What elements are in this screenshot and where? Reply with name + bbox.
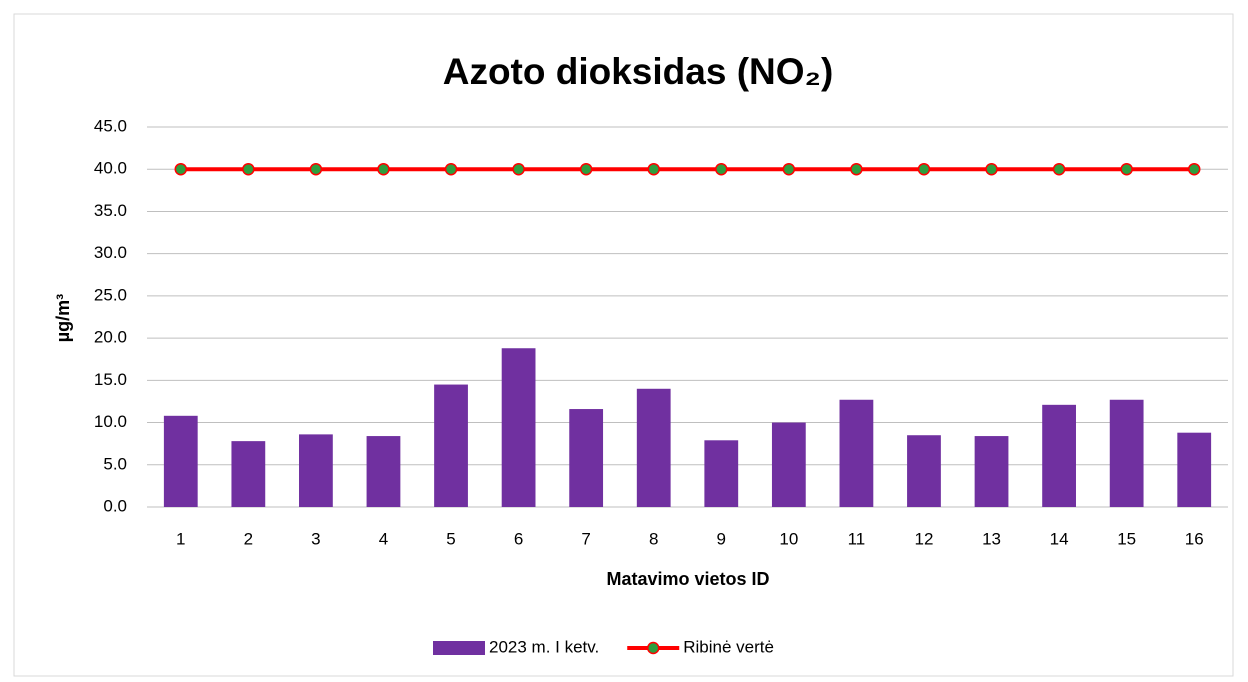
bar — [163, 415, 198, 507]
x-tick-label: 16 — [1185, 529, 1204, 548]
bar — [501, 348, 536, 507]
y-tick-label: 25.0 — [94, 285, 127, 304]
legend-swatch — [433, 641, 485, 655]
line-marker — [1187, 162, 1201, 176]
line-marker — [1052, 162, 1066, 176]
bar — [434, 384, 468, 507]
x-tick-label: 9 — [717, 529, 726, 548]
bar — [1109, 399, 1144, 507]
chart-frame — [13, 13, 1234, 677]
line-marker — [917, 162, 931, 176]
y-tick-label: 0.0 — [103, 496, 127, 515]
x-tick-label: 12 — [915, 529, 934, 548]
y-tick-label: 40.0 — [94, 159, 127, 178]
y-tick-label: 10.0 — [94, 412, 127, 431]
line-marker — [174, 162, 188, 176]
y-tick-label: 45.0 — [94, 116, 127, 135]
y-tick-label: 30.0 — [94, 243, 127, 262]
x-tick-label: 4 — [379, 529, 388, 548]
line-marker — [647, 162, 660, 176]
y-axis-label: µg/m³ — [53, 294, 73, 342]
line-marker — [512, 162, 525, 176]
bar — [704, 440, 739, 507]
y-tick-label: 35.0 — [94, 201, 127, 220]
bar — [1177, 432, 1212, 507]
line-marker — [242, 162, 255, 176]
x-tick-label: 5 — [446, 529, 455, 548]
x-tick-label: 2 — [244, 529, 253, 548]
x-tick-label: 15 — [1117, 529, 1136, 548]
y-tick-label: 20.0 — [94, 328, 127, 347]
bar — [366, 436, 401, 507]
bar — [907, 435, 941, 507]
legend-marker — [646, 641, 660, 655]
x-tick-label: 6 — [514, 529, 523, 548]
x-tick-label: 8 — [649, 529, 658, 548]
line-marker — [309, 162, 323, 176]
x-tick-label: 13 — [982, 529, 1001, 548]
x-tick-label: 14 — [1050, 529, 1069, 548]
x-tick-label: 3 — [311, 529, 320, 548]
x-tick-label: 10 — [779, 529, 798, 548]
bar — [299, 434, 333, 507]
bar — [974, 436, 1009, 507]
y-tick-label: 15.0 — [94, 370, 127, 389]
line-marker — [444, 162, 458, 176]
y-tick-label: 5.0 — [103, 454, 127, 473]
bar — [569, 409, 604, 507]
line-marker — [985, 162, 998, 176]
x-tick-label: 11 — [848, 529, 866, 548]
line-marker — [377, 162, 390, 176]
line-marker — [782, 162, 796, 176]
bar — [231, 441, 266, 507]
line-marker — [1120, 162, 1133, 176]
bar — [771, 422, 806, 507]
legend-label: Ribinė vertė — [683, 637, 774, 656]
line-marker — [579, 162, 593, 176]
bar — [636, 388, 671, 507]
x-axis-label: Matavimo vietos ID — [606, 569, 769, 589]
x-tick-label: 7 — [581, 529, 590, 548]
x-tick-label: 1 — [176, 529, 185, 548]
line-marker — [715, 162, 728, 176]
bar — [839, 399, 874, 507]
bar — [1042, 404, 1076, 507]
legend-label: 2023 m. I ketv. — [489, 637, 599, 656]
chart-title: Azoto dioksidas (NO₂) — [443, 51, 834, 92]
line-marker — [850, 162, 863, 176]
